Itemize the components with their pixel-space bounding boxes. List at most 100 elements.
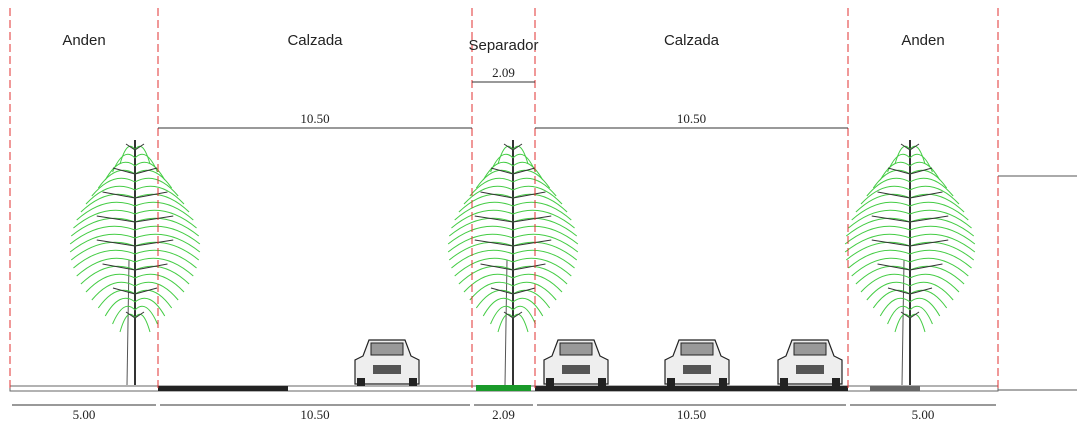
branch [134,289,173,309]
twig [96,239,136,247]
twig [871,215,911,223]
branch [97,169,136,189]
twig [900,143,911,151]
branch [848,209,911,229]
pavement [535,386,848,391]
car-grille [683,365,711,374]
branch [909,257,969,277]
branch [497,313,514,333]
branch [512,257,572,277]
branch [909,281,954,301]
twig [102,191,136,199]
branch [134,169,173,189]
twig [134,311,145,319]
branch [134,225,201,245]
branch [134,193,190,213]
branch [909,185,960,205]
branch [909,289,948,309]
branch [845,241,911,261]
twig [512,287,536,295]
branch [454,201,514,221]
branch [512,305,536,325]
branch [463,185,514,205]
twig [909,287,933,295]
branch [134,177,179,197]
branch [872,289,911,309]
branch [844,225,911,245]
branch [134,305,158,325]
section-label: Calzada [287,32,343,49]
twig [877,191,911,199]
car-wheel [780,378,788,386]
median-grass [476,385,531,391]
branch [134,281,179,301]
branch [80,265,136,285]
car-grille [562,365,590,374]
branch [909,273,960,293]
car-wheel [667,378,675,386]
car-grille [373,365,401,374]
twig [512,215,552,223]
twig [887,167,911,175]
branch [845,217,911,237]
branch [76,257,136,277]
branch [894,313,911,333]
branch [512,249,575,269]
branch [134,185,185,205]
twig [909,143,920,151]
twig [503,143,514,151]
branch [909,313,926,333]
dimension-text: 10.50 [300,111,329,126]
car-grille [796,365,824,374]
car [664,339,730,386]
branch [909,265,965,285]
twig [512,311,523,319]
twig [887,287,911,295]
branch [475,169,514,189]
dimension-text: 10.50 [677,407,706,422]
branch [475,289,514,309]
branch [69,225,136,245]
branch [448,241,514,261]
branch [851,257,911,277]
branch [512,161,544,181]
branch [909,153,933,173]
twig [512,191,546,199]
twig [134,143,145,151]
branch [909,145,926,165]
twig [909,167,933,175]
branch [909,249,972,269]
branch [512,273,563,293]
branch [469,281,514,301]
branch [894,145,911,165]
twig [503,311,514,319]
branch [134,233,201,253]
sidewalk-strip [870,386,920,391]
branch [91,281,136,301]
branch [909,209,972,229]
branch [448,217,514,237]
branch [447,225,514,245]
branch [112,305,136,325]
branch [85,273,136,293]
section-label: Separador [468,37,538,54]
twig [909,191,943,199]
twig [125,143,136,151]
branch [73,209,136,229]
trunk [901,259,905,386]
branch [458,193,514,213]
branch [119,313,136,333]
twig [909,215,949,223]
branch [134,145,151,165]
twig [900,311,911,319]
branch [69,233,136,253]
branch [482,161,514,181]
branch [512,201,572,221]
car-window [680,342,714,356]
branch [872,169,911,189]
branch [909,201,969,221]
twig [512,239,552,247]
branch [512,289,551,309]
branch [909,217,975,237]
